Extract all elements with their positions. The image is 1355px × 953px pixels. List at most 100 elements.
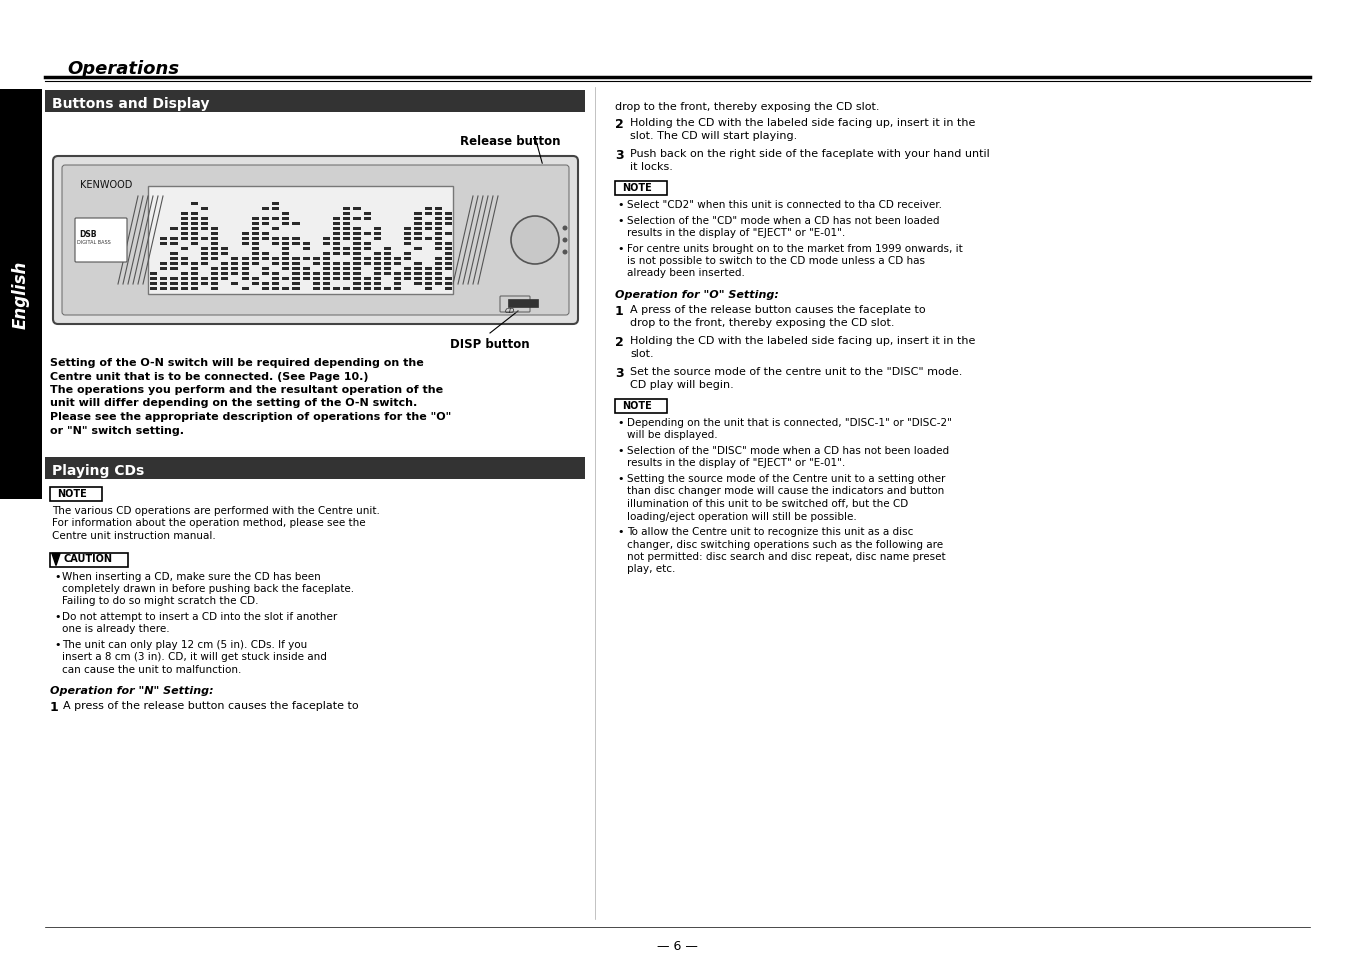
Text: 1: 1 <box>50 700 58 714</box>
Bar <box>343 222 351 226</box>
Bar <box>180 213 187 215</box>
Bar <box>444 222 453 226</box>
Bar <box>272 208 279 211</box>
Bar <box>435 247 442 251</box>
Bar <box>374 273 381 275</box>
Bar <box>171 237 178 241</box>
Bar <box>383 273 392 275</box>
Bar <box>160 267 167 271</box>
Bar <box>374 237 381 241</box>
Bar <box>322 287 331 291</box>
Text: 3: 3 <box>615 149 623 162</box>
Bar <box>180 227 187 231</box>
Text: Failing to do so might scratch the CD.: Failing to do so might scratch the CD. <box>62 596 259 606</box>
Bar <box>241 242 249 246</box>
Bar <box>262 222 270 226</box>
Bar <box>343 233 351 235</box>
Text: Selection of the "CD" mode when a CD has not been loaded: Selection of the "CD" mode when a CD has… <box>627 215 939 225</box>
Bar <box>180 262 187 266</box>
Bar <box>282 253 290 255</box>
Bar <box>415 273 421 275</box>
Text: Push back on the right side of the faceplate with your hand until: Push back on the right side of the facep… <box>630 149 989 159</box>
Bar <box>415 262 421 266</box>
Bar <box>354 208 360 211</box>
Bar <box>252 222 259 226</box>
Bar <box>354 273 360 275</box>
Bar <box>363 213 371 215</box>
Bar <box>160 287 167 291</box>
Text: •: • <box>54 571 61 581</box>
Text: Centre unit instruction manual.: Centre unit instruction manual. <box>51 531 215 540</box>
Bar <box>293 257 299 261</box>
Text: drop to the front, thereby exposing the CD slot.: drop to the front, thereby exposing the … <box>630 317 894 328</box>
Bar <box>262 237 270 241</box>
Bar <box>322 273 331 275</box>
Bar <box>374 277 381 281</box>
Bar <box>180 247 187 251</box>
Text: •: • <box>617 215 623 225</box>
Bar <box>211 242 218 246</box>
Bar <box>191 242 198 246</box>
Bar <box>444 282 453 286</box>
Bar <box>252 277 259 281</box>
Bar <box>232 282 238 286</box>
Bar <box>272 282 279 286</box>
Bar <box>343 287 351 291</box>
Text: The operations you perform and the resultant operation of the: The operations you perform and the resul… <box>50 385 443 395</box>
Bar <box>201 217 209 221</box>
Text: — 6 —: — 6 — <box>657 939 698 952</box>
Text: illumination of this unit to be switched off, but the CD: illumination of this unit to be switched… <box>627 498 908 509</box>
Bar <box>354 217 360 221</box>
Text: DISP button: DISP button <box>450 337 530 351</box>
Bar <box>50 553 127 567</box>
Bar <box>180 273 187 275</box>
Bar <box>293 262 299 266</box>
Bar <box>333 262 340 266</box>
FancyBboxPatch shape <box>75 219 127 263</box>
Bar <box>180 282 187 286</box>
Text: 3: 3 <box>615 367 623 379</box>
Text: When inserting a CD, make sure the CD has been: When inserting a CD, make sure the CD ha… <box>62 571 321 581</box>
Bar <box>201 247 209 251</box>
FancyBboxPatch shape <box>53 157 579 325</box>
Bar <box>415 213 421 215</box>
Text: Buttons and Display: Buttons and Display <box>51 97 210 111</box>
Text: A press of the release button causes the faceplate to: A press of the release button causes the… <box>630 305 925 314</box>
Bar <box>211 282 218 286</box>
Bar <box>171 287 178 291</box>
Bar <box>343 237 351 241</box>
Bar <box>293 273 299 275</box>
Bar <box>444 277 453 281</box>
Bar <box>232 273 238 275</box>
Bar <box>322 267 331 271</box>
Bar <box>363 217 371 221</box>
Bar <box>404 242 412 246</box>
Text: Selection of the "DISC" mode when a CD has not been loaded: Selection of the "DISC" mode when a CD h… <box>627 446 948 456</box>
Text: it locks.: it locks. <box>630 162 673 172</box>
Bar <box>354 233 360 235</box>
Bar <box>322 257 331 261</box>
Bar <box>374 233 381 235</box>
Bar <box>191 227 198 231</box>
Text: insert a 8 cm (3 in). CD, it will get stuck inside and: insert a 8 cm (3 in). CD, it will get st… <box>62 652 327 661</box>
Bar <box>313 257 320 261</box>
Bar <box>272 273 279 275</box>
Bar <box>211 277 218 281</box>
Text: For centre units brought on to the market from 1999 onwards, it: For centre units brought on to the marke… <box>627 243 963 253</box>
Bar <box>354 242 360 246</box>
Bar <box>424 213 432 215</box>
Text: changer, disc switching operations such as the following are: changer, disc switching operations such … <box>627 539 943 549</box>
Bar <box>313 277 320 281</box>
Bar <box>363 242 371 246</box>
Bar <box>211 287 218 291</box>
Bar <box>354 237 360 241</box>
Bar <box>171 282 178 286</box>
Bar <box>435 242 442 246</box>
Bar <box>252 262 259 266</box>
Bar <box>150 277 157 281</box>
Bar <box>354 227 360 231</box>
Text: 2: 2 <box>615 335 623 349</box>
Text: Setting of the O-N switch will be required depending on the: Setting of the O-N switch will be requir… <box>50 357 424 368</box>
Bar <box>262 257 270 261</box>
Text: CD: CD <box>505 308 515 314</box>
